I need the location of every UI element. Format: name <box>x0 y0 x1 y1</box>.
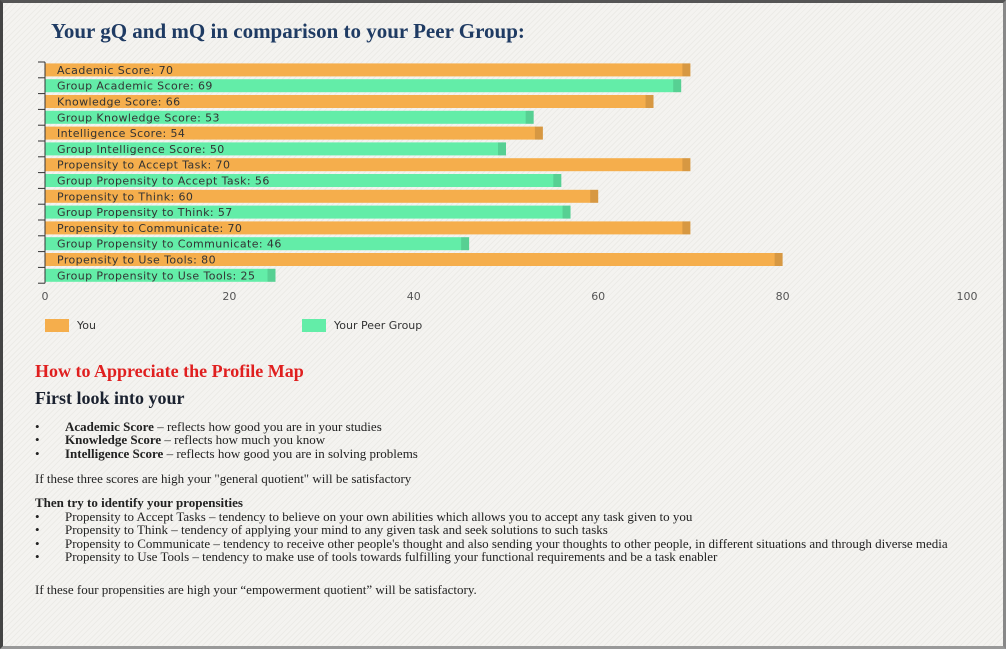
x-tick-label: 0 <box>42 290 49 303</box>
bar-cap <box>534 126 543 140</box>
bar-label: Propensity to Use Tools: 80 <box>57 254 216 267</box>
chart-title: Your gQ and mQ in comparison to your Pee… <box>51 19 525 43</box>
term: Academic Score <box>65 419 154 434</box>
desc: Propensity to Think – tendency of applyi… <box>65 522 608 538</box>
propensity-list: • Propensity to Accept Tasks – tendency t… <box>35 510 1003 563</box>
bar-label: Propensity to Communicate: 70 <box>57 222 242 235</box>
bar-cap <box>562 205 571 219</box>
section-subheading: First look into your <box>35 388 185 408</box>
bar-cap <box>590 189 599 203</box>
desc: – reflects how much you know <box>164 432 326 448</box>
desc: Propensity to Use Tools – tendency to ma… <box>65 548 718 564</box>
bar <box>45 79 682 93</box>
section-heading: How to Appreciate the Profile Map <box>35 361 304 381</box>
term: Knowledge Score <box>65 432 162 448</box>
bar-label: Group Knowledge Score: 53 <box>57 111 220 124</box>
bar-label: Propensity to Accept Task: 70 <box>57 159 230 172</box>
bar-cap <box>267 268 276 282</box>
bar-label: Group Propensity to Accept Task: 56 <box>57 175 270 188</box>
bar-label: Academic Score: 70 <box>57 64 173 77</box>
bar-label: Group Academic Score: 69 <box>57 80 213 93</box>
bar-cap <box>461 237 470 251</box>
note: If these three scores are high your "gen… <box>35 471 412 486</box>
bar-label: Group Propensity to Think: 57 <box>57 206 233 219</box>
bar-cap <box>645 95 654 108</box>
legend-swatch <box>45 319 69 332</box>
desc: Propensity to Communicate – tendency to … <box>65 535 948 551</box>
bar <box>45 110 534 124</box>
bar <box>45 158 691 172</box>
bar <box>45 253 783 266</box>
bar-label: Propensity to Think: 60 <box>57 190 193 203</box>
propensity-item: • Propensity to Think – tendency of apply… <box>35 522 608 538</box>
x-tick-label: 20 <box>222 290 236 303</box>
legend-label: Your Peer Group <box>333 319 422 332</box>
bar-cap <box>682 158 691 172</box>
bar-cap <box>774 253 783 266</box>
bar-label: Group Propensity to Use Tools: 25 <box>57 269 255 282</box>
bar-cap <box>525 110 534 124</box>
bar-cap <box>498 142 506 156</box>
bar <box>45 221 691 235</box>
legend-swatch <box>302 319 326 332</box>
bar <box>45 205 571 219</box>
propensity-item: • Propensity to Accept Tasks – tendency t… <box>35 509 693 524</box>
chart: Academic Score: 70 Group Academic Score: … <box>38 61 978 332</box>
bar-label: Intelligence Score: 54 <box>57 127 185 140</box>
propensities-heading: Then try to identify your propensities <box>35 495 243 510</box>
x-tick-label: 80 <box>776 290 790 303</box>
desc: – reflects how good you are in your stud… <box>157 419 382 434</box>
bar-cap <box>682 63 691 77</box>
bar-label: Group Intelligence Score: 50 <box>57 143 225 156</box>
bar <box>45 189 599 203</box>
propensity-item: • Propensity to Communicate – tendency to… <box>35 535 948 551</box>
bar-cap <box>673 79 682 93</box>
bar <box>45 126 543 140</box>
bar <box>45 95 654 108</box>
x-tick-label: 40 <box>407 290 421 303</box>
x-tick-label: 100 <box>957 290 978 303</box>
propensity-item: • Propensity to Use Tools – tendency to m… <box>35 548 718 564</box>
bar-cap <box>553 174 562 187</box>
bar <box>45 237 470 251</box>
score-item: • Knowledge Score – reflects how much you… <box>35 432 326 448</box>
score-item: • Academic Score – reflects how good you … <box>35 419 382 434</box>
bar <box>45 174 562 187</box>
bar <box>45 63 691 77</box>
term: Intelligence Score <box>65 445 164 461</box>
score-item: • Intelligence Score – reflects how good … <box>35 445 418 461</box>
bar-cap <box>682 221 691 235</box>
x-tick-label: 60 <box>591 290 605 303</box>
note: If these four propensities are high your… <box>35 582 477 597</box>
bar-label: Knowledge Score: 66 <box>57 96 181 109</box>
desc: – reflects how good you are in solving p… <box>166 445 418 461</box>
score-list: • Academic Score – reflects how good you … <box>35 420 1003 460</box>
bar <box>45 142 506 156</box>
legend-label: You <box>76 319 96 332</box>
bar-label: Group Propensity to Communicate: 46 <box>57 238 282 251</box>
bar <box>45 268 276 282</box>
desc: Propensity to Accept Tasks – tendency to… <box>65 509 693 524</box>
